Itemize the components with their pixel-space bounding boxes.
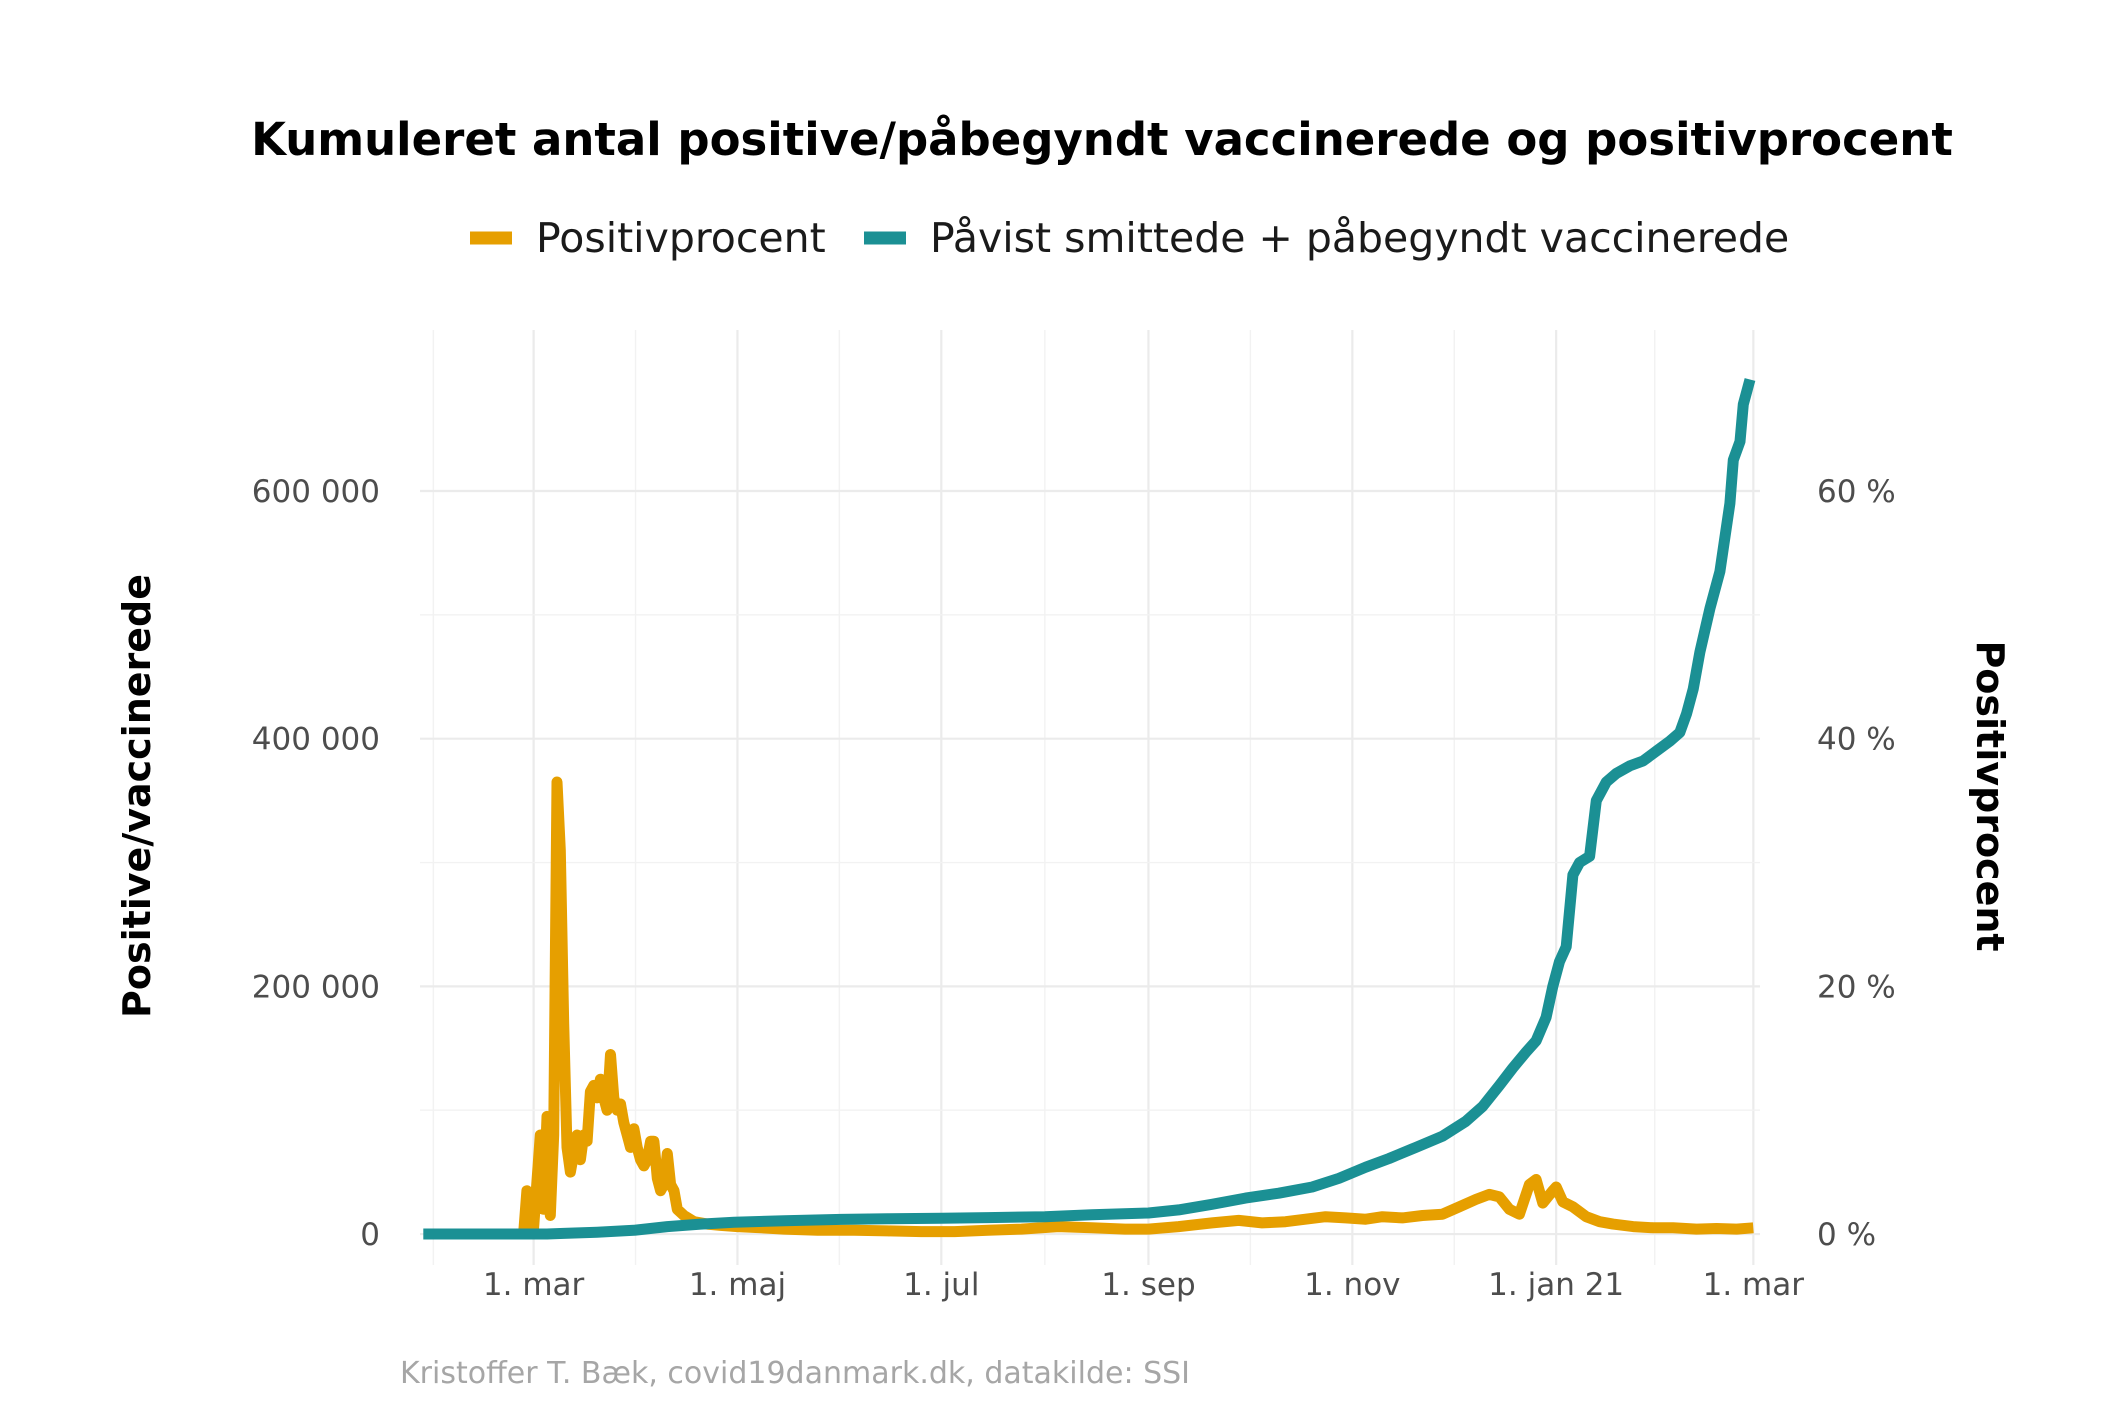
x-tick-label: 1. jul xyxy=(903,1267,979,1303)
y2-tick-label: 40 % xyxy=(1817,722,1896,758)
grid xyxy=(420,330,1760,1265)
chart-title: Kumuleret antal positive/påbegyndt vacci… xyxy=(251,113,1953,166)
y-tick-label: 400 000 xyxy=(252,722,380,758)
y-tick-label: 0 xyxy=(360,1217,380,1253)
chart-caption: Kristoffer T. Bæk, covid19danmark.dk, da… xyxy=(400,1356,1190,1391)
legend-label-positivprocent: Positivprocent xyxy=(536,214,826,262)
y-axis-ticks: 0 200 000 400 000 600 000 xyxy=(252,474,380,1253)
x-tick-label: 1. sep xyxy=(1101,1267,1195,1303)
y-tick-label: 600 000 xyxy=(252,474,380,510)
y2-axis-title: Positivprocent xyxy=(1968,640,2012,951)
x-axis-ticks: 1. mar 1. maj 1. jul 1. sep 1. nov 1. jan 21 1… xyxy=(483,1267,1804,1303)
legend: Positivprocent Påvist smittede + påbegyn… xyxy=(470,214,1789,262)
x-tick-label: 1. nov xyxy=(1304,1267,1400,1303)
y2-tick-label: 20 % xyxy=(1817,969,1896,1005)
y2-axis-ticks: 0 % 20 % 40 % 60 % xyxy=(1817,474,1896,1253)
series-lines xyxy=(423,378,1756,1240)
y-tick-label: 200 000 xyxy=(252,969,380,1005)
x-tick-label: 1. maj xyxy=(689,1267,786,1303)
y2-tick-label: 0 % xyxy=(1817,1217,1876,1253)
y2-tick-label: 60 % xyxy=(1817,474,1896,510)
series-line-positivprocent xyxy=(518,776,1754,1238)
y-axis-title: Positive/vaccinerede xyxy=(115,574,159,1018)
legend-label-smittede-vaccinerede: Påvist smittede + påbegyndt vaccinerede xyxy=(930,214,1789,262)
x-tick-label: 1. mar xyxy=(483,1267,585,1303)
x-tick-label: 1. mar xyxy=(1703,1267,1805,1303)
x-tick-label: 1. jan 21 xyxy=(1488,1267,1624,1303)
series-line-smittede-vaccinerede xyxy=(423,378,1756,1240)
